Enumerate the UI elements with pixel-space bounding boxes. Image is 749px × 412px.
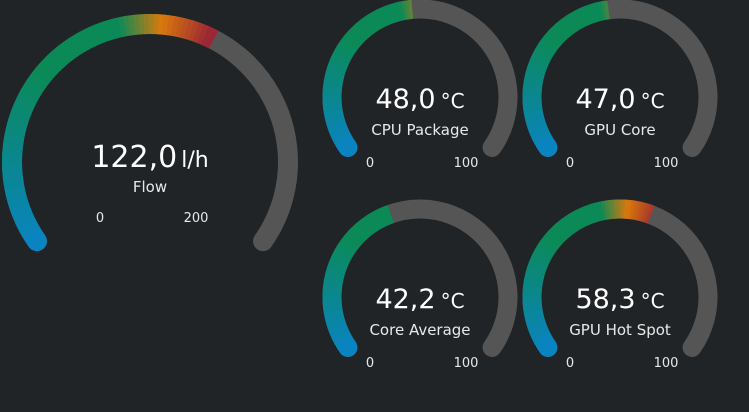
core-average-gauge-dial bbox=[322, 199, 518, 357]
gpu-core-max-label: 100 bbox=[653, 156, 679, 171]
gpu-hot-spot-readout: 58,3 °C bbox=[520, 284, 720, 315]
gpu-hot-spot-value: 58,3 bbox=[575, 284, 636, 315]
gpu-core-readout: 47,0 °C bbox=[520, 84, 720, 115]
gpu-core-gauge-dial bbox=[522, 0, 718, 157]
flow-readout: 122,0 l/h bbox=[0, 140, 300, 175]
cpu-package-label: CPU Package bbox=[371, 121, 469, 139]
flow-unit: l/h bbox=[181, 148, 209, 173]
gpu-core-unit: °C bbox=[640, 89, 665, 113]
cpu-package-gauge-dial bbox=[322, 0, 518, 157]
gpu-hot-spot-gauge: 58,3 °C GPU Hot Spot 0 100 bbox=[520, 199, 720, 394]
cpu-package-value: 48,0 bbox=[375, 84, 436, 115]
gpu-core-gauge: 47,0 °C GPU Core 0 100 bbox=[520, 0, 720, 194]
flow-value-arc bbox=[2, 13, 219, 252]
flow-label: Flow bbox=[132, 178, 168, 196]
cpu-package-gauge: 48,0 °C CPU Package 0 100 bbox=[320, 0, 520, 194]
flow-max-label: 200 bbox=[183, 211, 209, 226]
gpu-core-value: 47,0 bbox=[575, 84, 636, 115]
gpu-core-label: GPU Core bbox=[584, 121, 656, 139]
core-average-readout: 42,2 °C bbox=[320, 284, 520, 315]
gpu-hot-spot-unit: °C bbox=[640, 289, 665, 313]
core-average-min-label: 0 bbox=[365, 356, 375, 371]
gpu-hot-spot-gauge-dial bbox=[522, 199, 718, 357]
core-average-max-label: 100 bbox=[453, 356, 479, 371]
gpu-hot-spot-max-label: 100 bbox=[653, 356, 679, 371]
cpu-package-readout: 48,0 °C bbox=[320, 84, 520, 115]
gpu-hot-spot-value-arc bbox=[522, 199, 655, 357]
cpu-package-unit: °C bbox=[440, 89, 465, 113]
gpu-hot-spot-label: GPU Hot Spot bbox=[569, 321, 671, 339]
gpu-core-value-arc bbox=[522, 0, 610, 157]
flow-gauge: 122,0 l/h Flow 0 200 bbox=[0, 12, 300, 302]
cpu-package-max-label: 100 bbox=[453, 156, 479, 171]
core-average-gauge: 42,2 °C Core Average 0 100 bbox=[320, 199, 520, 394]
core-average-label: Core Average bbox=[369, 321, 471, 339]
core-average-value-arc bbox=[322, 205, 394, 357]
flow-gauge-dial bbox=[2, 13, 298, 252]
cpu-package-min-label: 0 bbox=[365, 156, 375, 171]
flow-min-label: 0 bbox=[95, 211, 105, 226]
gpu-core-min-label: 0 bbox=[565, 156, 575, 171]
gpu-hot-spot-min-label: 0 bbox=[565, 356, 575, 371]
cpu-package-value-arc bbox=[322, 0, 414, 157]
core-average-unit: °C bbox=[440, 289, 465, 313]
core-average-value: 42,2 bbox=[375, 284, 436, 315]
flow-value: 122,0 bbox=[91, 140, 178, 175]
